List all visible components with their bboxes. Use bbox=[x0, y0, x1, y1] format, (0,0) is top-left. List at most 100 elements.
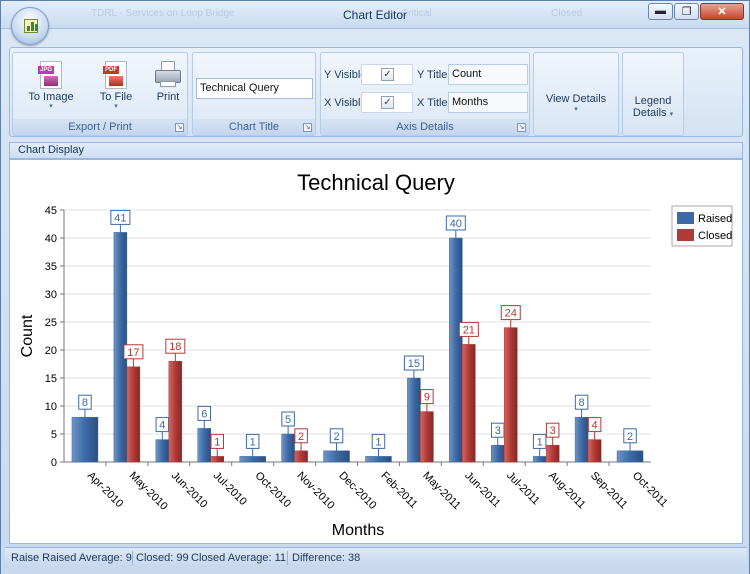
x-axis-title: Months bbox=[332, 522, 384, 539]
data-label-box bbox=[587, 417, 602, 433]
bar-raised bbox=[616, 450, 644, 463]
data-label-box bbox=[78, 394, 92, 410]
bar-raised bbox=[239, 456, 266, 463]
y-tick-label: 20 bbox=[45, 345, 57, 357]
bar-raised bbox=[449, 237, 463, 463]
data-label: 9 bbox=[424, 392, 430, 404]
data-label-box bbox=[197, 405, 211, 421]
data-label-box bbox=[245, 433, 260, 449]
data-label: 2 bbox=[298, 431, 304, 443]
bar-raised bbox=[574, 416, 589, 463]
x-tick-label: Jul-2011 bbox=[504, 470, 542, 508]
legend-label-raised: Raised bbox=[698, 213, 732, 225]
data-label: 1 bbox=[250, 436, 256, 448]
print-button[interactable]: Print bbox=[149, 61, 187, 103]
x-tick-label: Oct-2010 bbox=[253, 470, 293, 510]
legend-swatch-raised bbox=[677, 212, 694, 224]
data-label-box bbox=[623, 428, 637, 444]
chart-title-input[interactable]: Technical Query bbox=[196, 78, 313, 99]
chart-display-panel: Technical Query 0 5 10 15 20 25 30 35 40 45 8 Apr-20… bbox=[9, 159, 743, 544]
to-image-button[interactable]: JPG To Image ▾ bbox=[21, 61, 81, 111]
chart-display-header: Chart Display bbox=[9, 142, 743, 159]
status-closed: Closed: 99 bbox=[136, 552, 189, 564]
x-tick-label: Jul-2010 bbox=[211, 470, 249, 508]
y-tick-label: 15 bbox=[45, 373, 57, 385]
dropdown-arrow-icon: ▾ bbox=[669, 111, 674, 118]
data-label: 3 bbox=[550, 425, 556, 437]
x-visible-checkbox[interactable]: ✓ bbox=[381, 96, 394, 109]
x-tick-label: Dec-2010 bbox=[336, 470, 378, 512]
minimize-icon: ▬ bbox=[655, 5, 666, 17]
ribbon: JPG To Image ▾ PDF To File ▾ Print bbox=[9, 47, 743, 137]
data-label: 3 bbox=[495, 425, 501, 437]
data-label: 15 bbox=[408, 358, 420, 370]
dropdown-arrow-icon: ▾ bbox=[114, 103, 118, 110]
bar-raised bbox=[281, 433, 295, 463]
legend-details-label-line2: Details ▾ bbox=[632, 107, 674, 119]
data-label: 4 bbox=[592, 420, 598, 432]
print-label: Print bbox=[156, 91, 180, 103]
export-print-group-label: Export / Print bbox=[13, 119, 187, 135]
legend-details-button[interactable]: Legend Details ▾ bbox=[622, 52, 684, 136]
data-label: 8 bbox=[579, 397, 585, 409]
chart-title-group-label: Chart Title bbox=[193, 119, 315, 135]
bar-chart: Technical Query0510152025303540458Apr-20… bbox=[19, 170, 733, 539]
bar-closed bbox=[168, 360, 183, 463]
to-file-label: To File bbox=[99, 91, 133, 103]
status-closed-average: Closed Average: 11 bbox=[191, 552, 286, 564]
data-label: 21 bbox=[463, 324, 475, 336]
bar-closed bbox=[210, 456, 224, 463]
to-file-button[interactable]: PDF To File ▾ bbox=[91, 61, 141, 111]
data-label-box bbox=[532, 433, 547, 449]
axis-details-group: Y Visible ✓ X Visible ✓ Y Title Count X … bbox=[320, 52, 530, 136]
maximize-button[interactable]: ❐ bbox=[674, 3, 699, 20]
x-title-input[interactable]: Months bbox=[448, 92, 528, 113]
data-label: 1 bbox=[214, 436, 220, 448]
y-visible-field: ✓ bbox=[361, 64, 413, 85]
background-status-text: Closed bbox=[551, 8, 583, 19]
x-tick-label: Nov-2010 bbox=[294, 470, 336, 512]
y-tick-label: 0 bbox=[51, 457, 57, 469]
bar-raised bbox=[491, 444, 505, 463]
bar-raised bbox=[532, 456, 547, 463]
bar-closed bbox=[545, 444, 560, 463]
data-label-box bbox=[458, 321, 479, 337]
data-label: 24 bbox=[505, 308, 517, 320]
y-visible-checkbox[interactable]: ✓ bbox=[381, 68, 394, 81]
y-tick-label: 35 bbox=[45, 261, 57, 273]
export-dialog-launcher-icon[interactable]: ↘ bbox=[175, 123, 184, 132]
minimize-button[interactable]: ▬ bbox=[648, 3, 673, 20]
x-tick-label: Jun-2011 bbox=[462, 470, 502, 510]
status-bar: Raise Raised Average: 9 Closed: 99 Close… bbox=[5, 547, 747, 567]
bar-closed bbox=[587, 439, 602, 463]
x-tick-label: Apr-2010 bbox=[85, 470, 125, 510]
data-label-box bbox=[294, 428, 308, 444]
background-tab-text: TDRL - Services on Loop Bridge bbox=[91, 8, 235, 19]
legend-details-label-line1: Legend bbox=[634, 95, 672, 107]
bar-closed bbox=[126, 366, 141, 463]
data-label-box bbox=[210, 433, 224, 449]
y-tick-label: 40 bbox=[45, 233, 57, 245]
data-label: 8 bbox=[82, 397, 88, 409]
data-label-box bbox=[420, 389, 434, 405]
bar-closed bbox=[504, 327, 518, 463]
application-menu-button[interactable] bbox=[11, 7, 49, 45]
printer-icon bbox=[153, 61, 183, 89]
view-details-button[interactable]: View Details ▾ bbox=[533, 52, 619, 136]
chart-title-dialog-launcher-icon[interactable]: ↘ bbox=[303, 123, 312, 132]
y-title-input[interactable]: Count bbox=[448, 64, 528, 85]
axis-dialog-launcher-icon[interactable]: ↘ bbox=[517, 123, 526, 132]
data-label: 2 bbox=[627, 431, 633, 443]
data-label: 41 bbox=[114, 212, 126, 224]
axis-details-group-label: Axis Details bbox=[321, 119, 529, 135]
data-label-box bbox=[574, 394, 589, 410]
bar-closed bbox=[462, 344, 476, 463]
y-tick-label: 10 bbox=[45, 401, 57, 413]
x-tick-label: May-2011 bbox=[420, 470, 463, 513]
x-visible-field: ✓ bbox=[361, 92, 413, 113]
y-tick-label: 25 bbox=[45, 317, 57, 329]
chart-title: Technical Query bbox=[297, 170, 455, 195]
data-label: 4 bbox=[159, 420, 165, 432]
close-button[interactable]: ✕ bbox=[700, 3, 744, 20]
data-label: 5 bbox=[285, 414, 291, 426]
